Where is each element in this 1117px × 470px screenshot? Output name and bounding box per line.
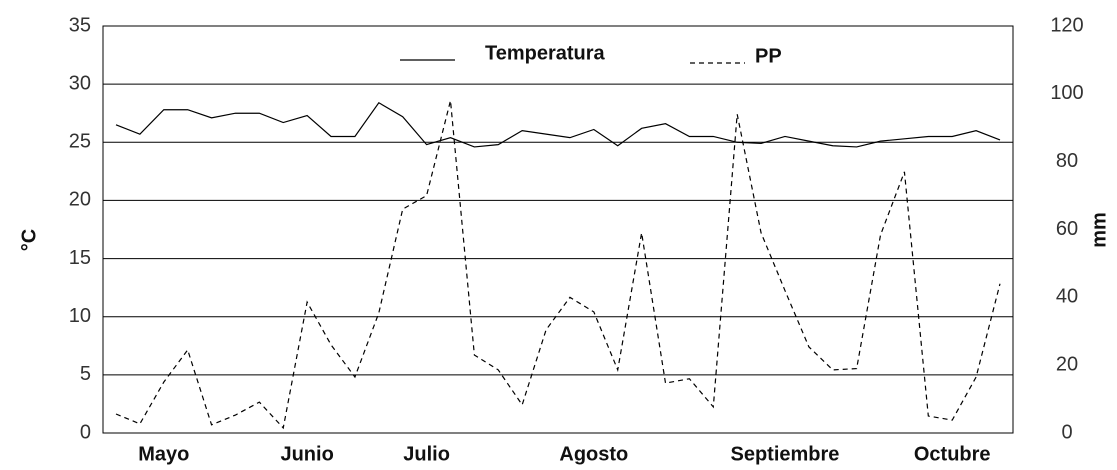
y-tick-label: 30 bbox=[69, 72, 91, 94]
y2-tick-label: 40 bbox=[1056, 286, 1078, 308]
legend-label: PP bbox=[755, 45, 782, 67]
y2-tick-label: 100 bbox=[1050, 82, 1083, 104]
y-tick-label: 5 bbox=[80, 363, 91, 385]
x-tick-label: Agosto bbox=[559, 443, 628, 465]
legend-label: Temperatura bbox=[485, 42, 606, 64]
y-tick-label: 0 bbox=[80, 421, 91, 443]
plot-frame bbox=[102, 25, 1014, 434]
x-tick-label: Septiembre bbox=[731, 443, 840, 465]
y-tick-label: 35 bbox=[69, 14, 91, 36]
series-line bbox=[115, 100, 1001, 430]
x-tick-label: Julio bbox=[403, 443, 450, 465]
y2-tick-label: 0 bbox=[1061, 421, 1072, 443]
y-tick-label: 25 bbox=[69, 131, 91, 153]
x-tick-label: Mayo bbox=[138, 443, 189, 465]
series-line bbox=[115, 101, 1001, 148]
y-tick-label: 20 bbox=[69, 189, 91, 211]
x-tick-label: Octubre bbox=[914, 443, 991, 465]
x-tick-label: Junio bbox=[280, 443, 333, 465]
y-axis-label: °C bbox=[18, 229, 40, 251]
y2-tick-label: 80 bbox=[1056, 150, 1078, 172]
y2-tick-label: 60 bbox=[1056, 218, 1078, 240]
y2-axis-label: mm bbox=[1088, 212, 1110, 248]
y-tick-label: 15 bbox=[69, 247, 91, 269]
y2-tick-label: 120 bbox=[1050, 14, 1083, 36]
y-tick-label: 10 bbox=[69, 305, 91, 327]
y2-tick-label: 20 bbox=[1056, 353, 1078, 375]
